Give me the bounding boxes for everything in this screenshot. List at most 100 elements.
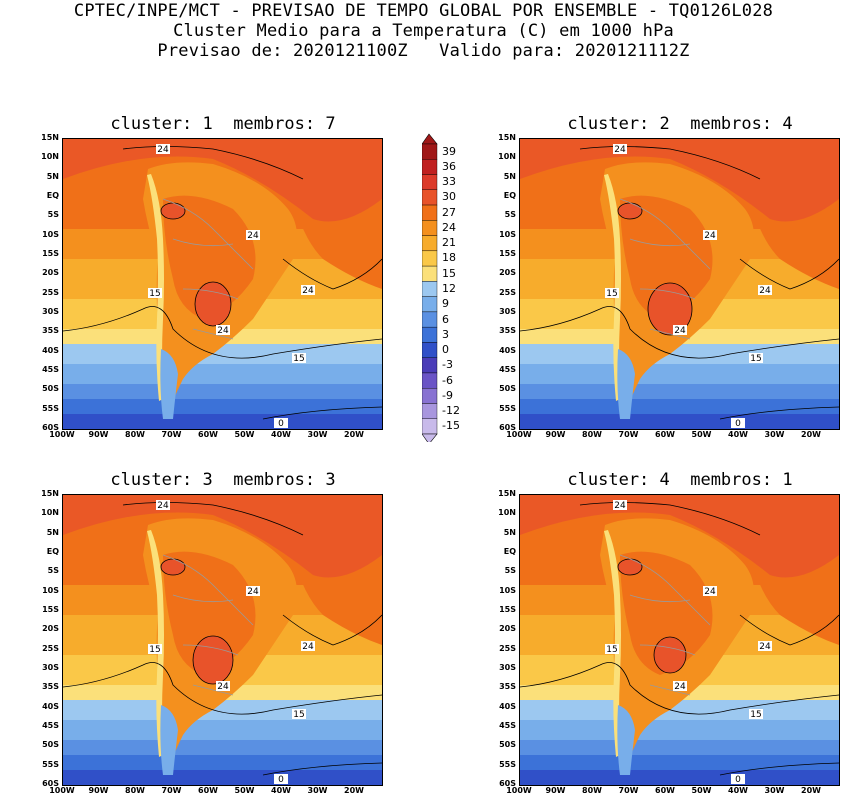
- latitude-tick-label: 15S: [499, 605, 516, 614]
- latitude-tick-label: 15S: [42, 605, 59, 614]
- contour-label-text: 0: [735, 419, 741, 429]
- latitude-tick-label: 10S: [499, 229, 516, 239]
- contour-label: 24: [156, 500, 170, 511]
- latitude-tick-label: 55S: [42, 403, 59, 413]
- colorbar-level-label: -3: [442, 358, 453, 372]
- country-border: [629, 238, 691, 247]
- temperature-band: [63, 364, 382, 384]
- contour-label-text: 15: [293, 710, 304, 720]
- temperature-band: [520, 770, 839, 785]
- longitude-tick-label: 90W: [545, 786, 566, 795]
- colorbar-level-label: 6: [442, 312, 449, 326]
- longitude-tick-label: 40W: [728, 430, 748, 439]
- colorbar-level-label: 9: [442, 297, 449, 311]
- contour-label-text: 24: [247, 587, 259, 597]
- longitude-tick-label: 80W: [125, 786, 145, 795]
- colorbar-arrow-bottom: [422, 433, 438, 442]
- contour-label-text: 24: [614, 145, 626, 155]
- patagonia-area: [160, 349, 178, 419]
- temperature-band: [63, 344, 382, 364]
- colorbar-swatch: [422, 220, 438, 236]
- colorbar-swatch: [422, 265, 438, 282]
- longitude-tick-label: 50W: [234, 430, 255, 439]
- contour-0: [719, 762, 839, 776]
- latitude-tick-label: 5N: [503, 527, 516, 537]
- country-border: [649, 328, 691, 340]
- header-line-2: Cluster Medio para a Temperatura (C) em …: [173, 21, 674, 41]
- longitude-tick-label: 70W: [161, 786, 182, 795]
- country-border: [619, 554, 711, 626]
- longitude-tick-label: 100W: [506, 430, 532, 439]
- contour-0: [262, 762, 382, 776]
- latitude-tick-label: 40S: [499, 345, 516, 355]
- latitude-tick-label: 30S: [499, 307, 516, 316]
- colorbar-swatch: [422, 403, 438, 419]
- colorbar-swatch: [422, 143, 438, 160]
- latitude-tick-label: 10S: [499, 585, 516, 595]
- contour-label: 15: [605, 644, 619, 655]
- contour-label-text: 15: [606, 645, 617, 655]
- panel-title: cluster: 3 membros: 3: [110, 470, 336, 490]
- colorbar-level-label: 15: [442, 266, 456, 280]
- colorbar-swatch: [422, 296, 438, 313]
- country-border: [182, 644, 239, 656]
- latitude-tick-label: 40S: [42, 345, 59, 355]
- latitude-tick-label: 25S: [42, 643, 59, 653]
- country-border: [629, 594, 691, 603]
- latitude-tick-label: 20S: [42, 624, 59, 634]
- temperature-band: [63, 755, 382, 770]
- latitude-tick-label: 20S: [499, 268, 516, 278]
- temperature-band: [63, 139, 382, 222]
- hot-core-contour: [192, 635, 234, 685]
- contour-label: 24: [216, 681, 230, 692]
- contour-label: 24: [301, 285, 315, 296]
- contour-label-text: 24: [759, 642, 771, 652]
- contour-label-text: 24: [302, 642, 314, 652]
- colorbar-level-label: 30: [442, 190, 456, 204]
- contour-label-text: 24: [674, 682, 686, 692]
- colorbar-level-label: 3: [442, 327, 449, 341]
- contour-label-text: 24: [217, 682, 229, 692]
- patagonia-area: [160, 705, 178, 775]
- hot-core-contour: [647, 282, 693, 336]
- longitude-tick-label: 60W: [655, 786, 675, 795]
- map-panel: 24 24 24 15 15 0 24: [519, 138, 840, 430]
- latitude-tick-label: 10N: [498, 508, 516, 518]
- latitude-tick-label: 50S: [42, 384, 59, 394]
- longitude-tick-label: 70W: [161, 430, 182, 439]
- latitude-tick-label: 5S: [504, 210, 516, 220]
- colorbar-level-label: -6: [442, 373, 453, 387]
- temperature-band: [63, 700, 382, 720]
- contour-label: 15: [148, 288, 162, 299]
- latitude-tick-label: 5S: [504, 566, 516, 576]
- country-border: [192, 328, 234, 340]
- country-border: [182, 288, 239, 300]
- temperature-band: [520, 740, 839, 755]
- longitude-tick-label: 30W: [764, 786, 785, 795]
- colorbar-level-label: -9: [442, 388, 453, 402]
- contour-label: 24: [156, 144, 170, 155]
- longitude-tick-label: 60W: [198, 786, 218, 795]
- colorbar-level-label: 33: [442, 175, 456, 189]
- contour-24: [579, 502, 761, 536]
- contour-label: 24: [216, 325, 230, 336]
- temperature-band: [520, 720, 839, 740]
- contour-label-text: 24: [247, 231, 259, 241]
- temperature-band: [63, 720, 382, 740]
- contour-24: [122, 502, 304, 536]
- contour-label: 15: [292, 353, 306, 364]
- contour-24: [579, 146, 761, 180]
- latitude-tick-label: 55S: [499, 403, 516, 413]
- longitude-tick-label: 50W: [691, 430, 712, 439]
- longitude-tick-label: 60W: [655, 430, 675, 439]
- contour-15: [520, 306, 839, 359]
- map-panel: 24 24 24 15 15 0 24: [519, 494, 840, 786]
- temperature-band: [63, 495, 382, 578]
- country-border: [639, 644, 696, 656]
- latitude-tick-label: 45S: [42, 365, 59, 374]
- colorbar-level-label: 21: [442, 236, 456, 250]
- country-border: [192, 684, 234, 696]
- hot-core-contour: [653, 636, 687, 674]
- country-border: [172, 594, 234, 603]
- temperature-band: [63, 384, 382, 399]
